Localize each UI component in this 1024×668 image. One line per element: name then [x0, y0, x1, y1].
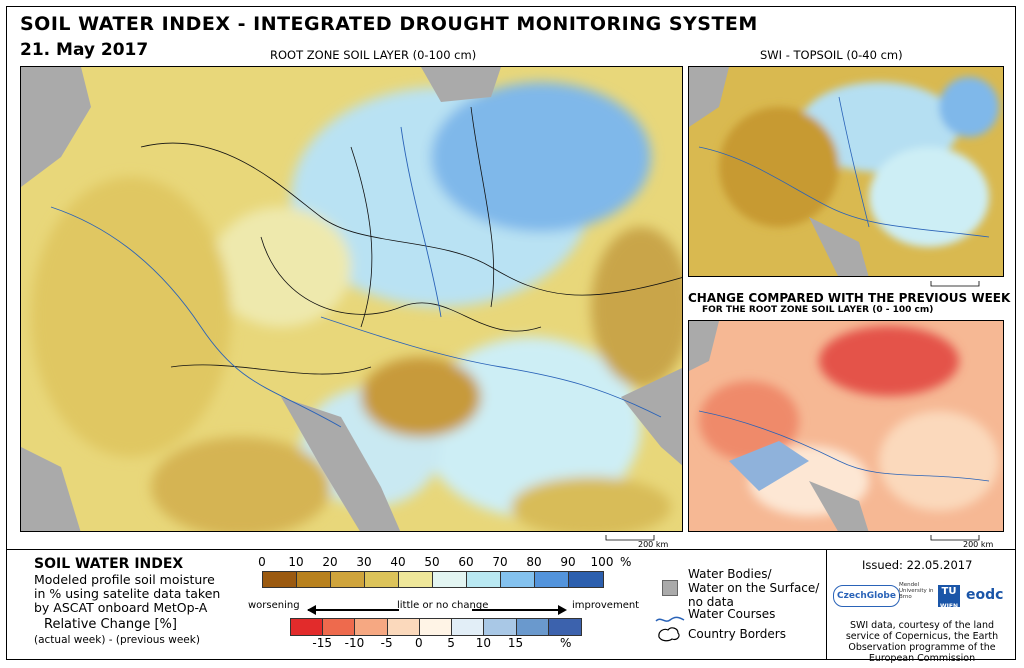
water-bodies-label: Water Bodies/	[688, 567, 772, 581]
info-separator	[826, 549, 827, 660]
change-colorbar	[290, 618, 582, 636]
change-swatch-7	[516, 619, 549, 635]
change-swatch-0	[291, 619, 324, 635]
figure-frame	[6, 6, 1016, 660]
change-tick-0: -15	[312, 636, 333, 650]
change-map	[688, 320, 1004, 532]
change-swatch-6	[484, 619, 517, 635]
swi-tick-10: 100	[590, 555, 614, 569]
swi-swatch-0	[263, 572, 297, 587]
legend-desc-2: in % using satelite data taken	[34, 586, 221, 601]
legend-desc-1: Modeled profile soil moisture	[34, 572, 215, 587]
relative-change-title: Relative Change [%]	[44, 617, 177, 632]
swi-swatch-2	[331, 572, 365, 587]
swi-tick-9: 90	[560, 555, 576, 569]
change-tick-3: 0	[415, 636, 423, 650]
legend-separator	[6, 549, 1016, 550]
swi-tick-8: 80	[526, 555, 542, 569]
swi-tick-0: 0	[258, 555, 266, 569]
swi-swatch-9	[569, 572, 603, 587]
main-map-label: ROOT ZONE SOIL LAYER (0-100 cm)	[270, 48, 477, 62]
issued-date: Issued: 22.05.2017	[862, 558, 973, 572]
change-tick-1: -10	[344, 636, 365, 650]
change-scale-text: 200 km	[963, 540, 994, 549]
little-change-label: little or no change	[397, 600, 489, 611]
topsoil-map-svg	[689, 67, 1003, 276]
credits-text: SWI data, courtesy of the land service o…	[845, 620, 999, 664]
swi-swatch-4	[399, 572, 433, 587]
main-scale-text: 200 km	[638, 540, 669, 549]
change-swatch-8	[548, 619, 581, 635]
change-swatch-1	[323, 619, 356, 635]
swi-tick-5: 50	[424, 555, 440, 569]
swi-swatch-6	[467, 572, 501, 587]
change-swatch-5	[452, 619, 485, 635]
swi-colorbar	[262, 571, 604, 588]
main-scalebar	[605, 534, 655, 544]
topsoil-map	[688, 66, 1004, 277]
relative-change-sub: (actual week) - (previous week)	[34, 634, 200, 646]
swi-swatch-7	[501, 572, 535, 587]
main-map-svg	[21, 67, 682, 531]
change-map-sublabel: FOR THE ROOT ZONE SOIL LAYER (0 - 100 cm…	[702, 305, 934, 315]
water-bodies-swatch	[662, 580, 678, 596]
topsoil-scalebar	[930, 280, 980, 290]
swi-unit: %	[620, 555, 632, 569]
swi-tick-6: 60	[458, 555, 474, 569]
country-borders-icon	[656, 625, 682, 647]
tu-wien-logo: TU WIEN	[938, 585, 960, 610]
change-swatch-3	[387, 619, 420, 635]
change-tick-5: 10	[475, 636, 491, 650]
topsoil-map-label: SWI - TOPSOIL (0-40 cm)	[760, 48, 903, 62]
no-data-label: no data	[688, 595, 734, 609]
worsening-arrow	[306, 601, 401, 620]
legend-title: SOIL WATER INDEX	[34, 556, 184, 572]
swi-tick-4: 40	[390, 555, 406, 569]
swi-tick-7: 70	[492, 555, 508, 569]
czechglobe-logo: CzechGlobe	[833, 585, 900, 607]
legend-desc-3: by ASCAT onboard MetOp-A	[34, 600, 208, 615]
main-map	[20, 66, 683, 532]
swi-swatch-3	[365, 572, 399, 587]
water-courses-label: Water Courses	[688, 607, 776, 621]
improvement-label: improvement	[572, 600, 640, 611]
country-borders-label: Country Borders	[688, 627, 786, 641]
change-scalebar	[930, 534, 980, 544]
water-courses-icon	[655, 610, 685, 629]
page-title: SOIL WATER INDEX - INTEGRATED DROUGHT MO…	[20, 13, 758, 35]
change-unit: %	[560, 636, 572, 650]
swi-swatch-1	[297, 572, 331, 587]
swi-tick-2: 20	[322, 555, 338, 569]
map-date: 21. May 2017	[20, 40, 149, 60]
change-tick-4: 5	[447, 636, 455, 650]
change-tick-2: -5	[380, 636, 393, 650]
tu-logo-sub: WIEN	[940, 603, 958, 610]
mendel-logo: Mendel University in Brno	[899, 582, 934, 600]
swi-swatch-5	[433, 572, 467, 587]
improvement-arrow	[470, 601, 568, 620]
change-swatch-4	[419, 619, 453, 635]
change-tick-6: 15	[507, 636, 524, 650]
swi-tick-3: 30	[356, 555, 372, 569]
swi-tick-1: 10	[288, 555, 304, 569]
worsening-label: worsening	[248, 600, 300, 611]
change-swatch-2	[355, 619, 388, 635]
water-surface-label: Water on the Surface/	[688, 581, 820, 595]
swi-swatch-8	[535, 572, 569, 587]
change-map-svg	[689, 321, 1003, 531]
eodc-logo: eodc	[966, 587, 1004, 603]
tu-logo-text: TU	[941, 586, 957, 597]
change-map-label: CHANGE COMPARED WITH THE PREVIOUS WEEK	[688, 291, 1011, 305]
